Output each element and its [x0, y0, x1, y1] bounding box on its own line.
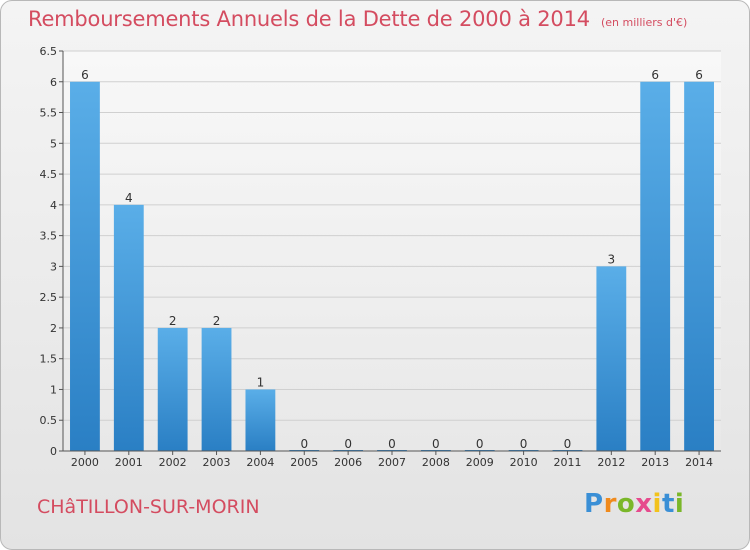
y-tick-label: 0 — [50, 445, 57, 458]
x-tick-label: 2000 — [71, 456, 99, 469]
x-tick-label: 2002 — [159, 456, 187, 469]
bar — [157, 327, 188, 451]
x-tick-label: 2009 — [466, 456, 494, 469]
bar — [684, 81, 714, 452]
data-label: 2 — [213, 314, 221, 328]
bars — [70, 81, 714, 452]
y-tick-label: 6.5 — [40, 45, 58, 58]
brand-letter: x — [635, 489, 653, 519]
bar — [113, 204, 144, 451]
x-tick-label: 2007 — [378, 456, 406, 469]
x-tick-label: 2014 — [685, 456, 713, 469]
x-tick-label: 2011 — [553, 456, 581, 469]
bar — [201, 327, 232, 451]
x-tick-label: 2006 — [334, 456, 362, 469]
bar — [245, 389, 276, 451]
x-tick-label: 2010 — [510, 456, 538, 469]
data-label: 0 — [564, 437, 572, 451]
chart-title: Remboursements Annuels de la Dette de 20… — [28, 7, 590, 31]
brand-letter: P — [584, 489, 604, 519]
y-tick-label: 2.5 — [40, 291, 58, 304]
data-label: 0 — [300, 437, 308, 451]
data-label: 6 — [651, 68, 659, 82]
data-label: 4 — [125, 191, 133, 205]
town-name: CHâTILLON-SUR-MORIN — [37, 496, 260, 518]
brand-letter: i — [652, 489, 662, 519]
x-tick-label: 2008 — [422, 456, 450, 469]
bar — [596, 266, 627, 451]
brand-logo: Proxiti — [584, 489, 684, 519]
data-label: 0 — [344, 437, 352, 451]
y-tick-label: 6 — [50, 76, 57, 89]
brand-letter: t — [661, 489, 675, 519]
x-tick-label: 2005 — [290, 456, 318, 469]
data-labels: 6 4 2 2 1 0 0 0 0 0 0 0 3 6 6 — [81, 68, 703, 451]
brand-letter: o — [616, 489, 636, 519]
y-tick-label: 4.5 — [40, 168, 58, 181]
y-tick-label: 3 — [50, 260, 57, 273]
chart-subtitle: (en milliers d'€) — [601, 16, 688, 29]
y-tick-label: 3.5 — [40, 230, 58, 243]
x-tick-label: 2004 — [246, 456, 274, 469]
y-tick-label: 1.5 — [40, 353, 58, 366]
data-label: 0 — [432, 437, 440, 451]
data-label: 1 — [257, 375, 265, 389]
y-tick-label: 2 — [50, 322, 57, 335]
data-label: 3 — [608, 252, 616, 266]
y-tick-label: 5 — [50, 137, 57, 150]
x-tick-label: 2003 — [203, 456, 231, 469]
y-tick-label: 0.5 — [40, 414, 58, 427]
data-label: 0 — [520, 437, 528, 451]
brand-letter: r — [603, 489, 617, 519]
data-label: 6 — [81, 68, 89, 82]
data-label: 2 — [169, 314, 177, 328]
data-label: 0 — [388, 437, 396, 451]
y-tick-label: 5.5 — [40, 107, 58, 120]
data-label: 6 — [695, 68, 703, 82]
x-tick-label: 2012 — [597, 456, 625, 469]
y-tick-label: 4 — [50, 199, 57, 212]
x-tick-label: 2013 — [641, 456, 669, 469]
data-label: 0 — [476, 437, 484, 451]
x-tick-label: 2001 — [115, 456, 143, 469]
brand-letter: i — [674, 489, 685, 519]
chart-title-row: Remboursements Annuels de la Dette de 20… — [28, 7, 687, 31]
bar — [640, 81, 671, 452]
y-tick-label: 1 — [50, 383, 57, 396]
bar — [70, 81, 100, 452]
